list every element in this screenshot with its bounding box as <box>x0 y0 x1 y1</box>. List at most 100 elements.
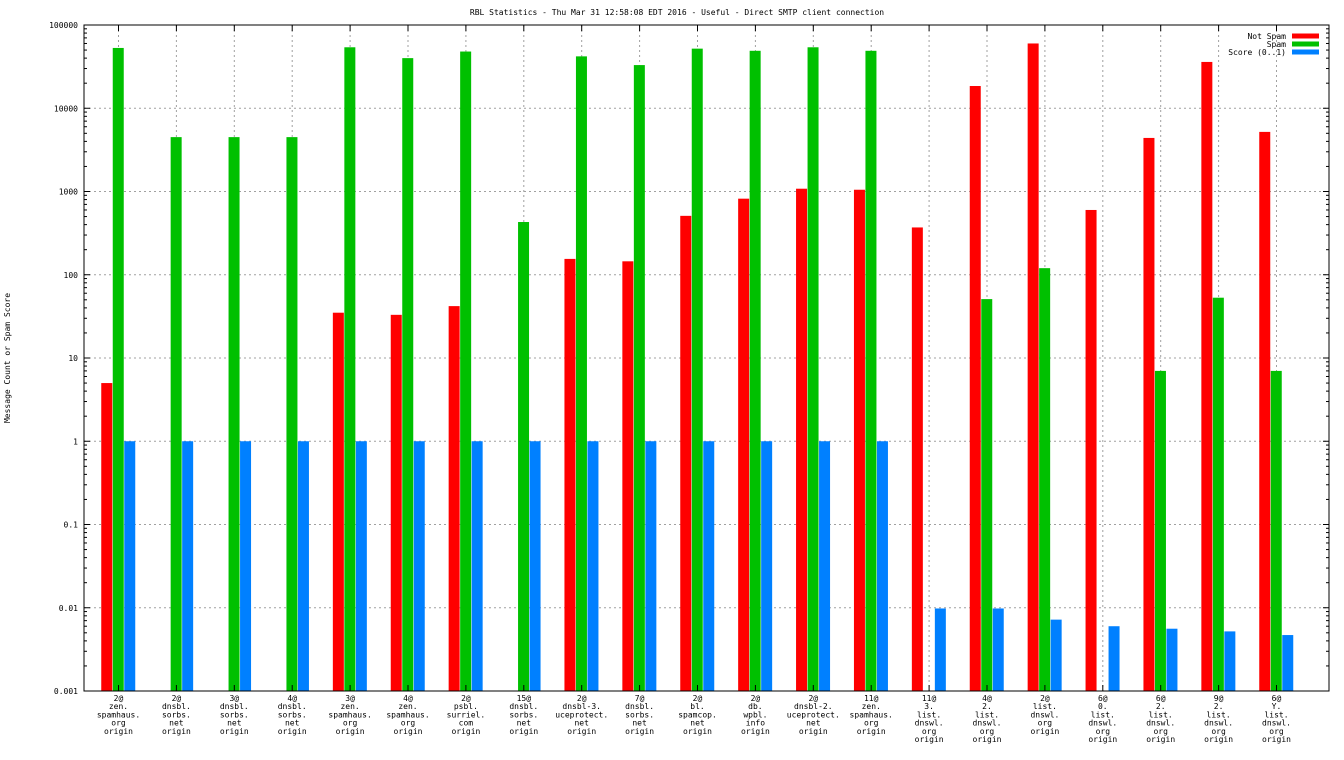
x-tick-label: origin <box>799 727 828 736</box>
x-tick-label: com <box>459 719 474 728</box>
x-tick-label: origin <box>336 727 365 736</box>
x-tick-label: net <box>227 719 242 728</box>
x-tick-label: uceprotect. <box>555 710 608 719</box>
bar-score <box>297 441 309 691</box>
x-tick-label: dnsbl. <box>278 702 307 711</box>
x-tick-label: net <box>690 719 705 728</box>
x-tick-label: psbl. <box>454 702 478 711</box>
bar-score <box>992 608 1004 691</box>
x-tick-label: Y. <box>1272 702 1282 711</box>
x-tick-label: org <box>343 719 358 728</box>
x-tick-label: 0. <box>1098 702 1108 711</box>
bar-spam <box>402 58 414 692</box>
x-tick-label: org <box>1153 727 1168 736</box>
x-tick-label: sorbs. <box>278 710 307 719</box>
y-tick-label: 10000 <box>54 104 78 113</box>
bar-spam <box>749 50 761 691</box>
bar-score <box>1050 619 1062 691</box>
x-tick-label: sorbs. <box>220 710 249 719</box>
x-tick-label: list. <box>917 710 941 719</box>
bar-score <box>240 441 252 691</box>
bar-spam <box>575 56 587 691</box>
x-tick-label: origin <box>509 727 538 736</box>
bar-not-spam <box>564 258 576 691</box>
x-tick-label: 2. <box>982 702 992 711</box>
bar-spam <box>1039 268 1051 691</box>
x-tick-label: origin <box>625 727 654 736</box>
x-tick-label: list. <box>1264 710 1288 719</box>
x-tick-label: 15@ <box>517 694 532 703</box>
x-tick-label: origin <box>394 727 423 736</box>
x-tick-label: spamhaus. <box>97 710 140 719</box>
x-tick-label: sorbs. <box>625 710 654 719</box>
x-tick-label: dnsbl. <box>162 702 191 711</box>
bar-score <box>471 441 483 691</box>
x-tick-label: info <box>746 719 765 728</box>
y-tick-label: 100000 <box>49 21 78 30</box>
x-tick-label: bl. <box>690 702 704 711</box>
bar-not-spam <box>332 312 344 691</box>
bar-spam <box>633 65 645 691</box>
bar-spam <box>1154 370 1166 691</box>
x-tick-label: list. <box>1033 702 1057 711</box>
bar-score <box>1282 635 1294 691</box>
bar-spam <box>112 47 124 691</box>
bar-not-spam <box>448 306 460 691</box>
x-tick-label: 7@ <box>635 694 645 703</box>
x-tick-label: list. <box>975 710 999 719</box>
bars <box>101 43 1294 692</box>
x-tick-label: org <box>1096 727 1111 736</box>
legend-label: Spam <box>1267 40 1286 49</box>
bar-not-spam <box>101 383 113 691</box>
y-axis-label: Message Count or Spam Score <box>3 293 12 423</box>
bar-not-spam <box>796 188 808 691</box>
x-tick-label: dnsbl. <box>625 702 654 711</box>
bar-not-spam <box>1085 209 1097 691</box>
bar-score <box>819 441 831 691</box>
x-tick-label: zen. <box>398 702 417 711</box>
bar-not-spam <box>1143 137 1155 692</box>
x-tick-label: org <box>111 719 126 728</box>
x-tick-label: origin <box>162 727 191 736</box>
x-tick-label: 3@ <box>345 694 355 703</box>
x-tick-label: 6@ <box>1098 694 1108 703</box>
bar-not-spam <box>622 261 634 691</box>
bar-score <box>876 441 888 691</box>
bar-spam <box>518 222 530 692</box>
x-tick-label: dnsbl-2. <box>794 702 833 711</box>
legend-swatch <box>1292 33 1319 39</box>
x-tick-label: spamhaus. <box>328 710 371 719</box>
legend-label: Score (0..1) <box>1228 48 1286 57</box>
x-tick-label: 2@ <box>172 694 182 703</box>
x-tick-label: net <box>169 719 184 728</box>
legend-swatch <box>1292 49 1319 55</box>
chart-title: RBL Statistics - Thu Mar 31 12:58:08 EDT… <box>470 8 884 17</box>
x-tick-label: spamcop. <box>678 710 717 719</box>
x-tick-label: org <box>980 727 995 736</box>
x-tick-label: dnswl. <box>1146 719 1175 728</box>
x-tick-label: db. <box>748 702 762 711</box>
bar-not-spam <box>1259 131 1271 692</box>
bar-not-spam <box>1201 61 1213 692</box>
x-tick-label: origin <box>451 727 480 736</box>
x-tick-label: org <box>1269 727 1284 736</box>
x-tick-label: list. <box>1149 710 1173 719</box>
x-tick-label: origin <box>683 727 712 736</box>
axes: 1000001000010001001010.10.010.0012@zen.s… <box>49 21 1330 744</box>
x-tick-label: 11@ <box>922 694 937 703</box>
bar-score <box>529 441 541 691</box>
x-tick-label: 2. <box>1156 702 1166 711</box>
x-tick-label: 2@ <box>461 694 471 703</box>
bar-score <box>413 441 425 691</box>
x-tick-label: 2@ <box>1040 694 1050 703</box>
bar-spam <box>1212 297 1224 691</box>
bar-not-spam <box>390 314 402 691</box>
y-tick-label: 1 <box>73 437 78 446</box>
bar-spam <box>286 137 298 691</box>
x-tick-label: spamhaus. <box>386 710 429 719</box>
bar-not-spam <box>969 86 981 692</box>
bar-spam <box>691 48 703 692</box>
x-tick-label: org <box>1211 727 1226 736</box>
x-tick-label: dnsbl-3. <box>562 702 601 711</box>
